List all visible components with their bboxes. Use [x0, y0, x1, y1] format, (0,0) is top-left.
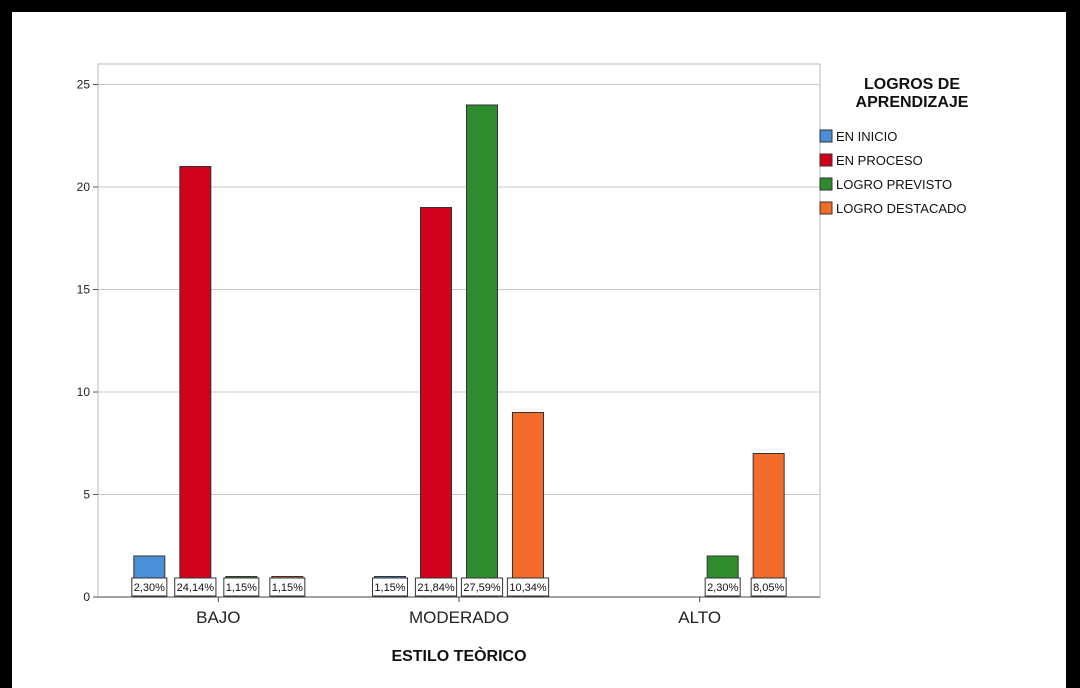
legend-swatch	[819, 129, 833, 143]
data-label: 2,30%	[134, 582, 165, 594]
legend-label: EN INICIO	[836, 129, 897, 144]
bar	[420, 207, 452, 598]
y-tick-label: 5	[83, 488, 90, 502]
legend-title: LOGROS DE	[864, 76, 960, 93]
legend-swatch	[819, 201, 833, 215]
bar	[179, 166, 212, 598]
data-label: 10,34%	[509, 582, 547, 594]
data-label: 24,14%	[177, 582, 215, 594]
data-label-box	[223, 577, 260, 597]
data-label: 1,15%	[374, 582, 405, 594]
x-tick-label: ALTO	[678, 608, 721, 627]
data-label-box	[414, 577, 458, 597]
x-axis-title: ESTILO TEÒRICO	[391, 646, 526, 665]
data-label-box	[704, 577, 741, 597]
data-label: 2,30%	[707, 582, 738, 594]
bar	[466, 104, 498, 598]
chart-frame: 0 5 10 15 20 25 BAJO 2,30% 24,14% 1,15% 1,15% MODER…	[12, 12, 1066, 688]
y-tick-label: 15	[77, 283, 91, 297]
legend-title: APRENDIZAJE	[856, 94, 969, 111]
y-tick-label: 0	[83, 590, 90, 604]
data-label-box	[750, 577, 787, 597]
y-tick-label: 10	[77, 385, 91, 399]
data-label: 27,59%	[463, 582, 501, 594]
legend-label: LOGRO PREVISTO	[836, 177, 952, 192]
data-label: 8,05%	[753, 582, 784, 594]
legend-swatch	[819, 177, 833, 191]
data-label-box	[460, 577, 504, 597]
data-label-box	[506, 577, 550, 597]
data-label-box	[131, 577, 168, 597]
data-label-box	[269, 577, 306, 597]
y-tick-label: 20	[77, 180, 91, 194]
y-tick-label: 25	[77, 78, 91, 92]
x-tick-label: BAJO	[196, 608, 240, 627]
bar-chart: 0 5 10 15 20 25 BAJO 2,30% 24,14% 1,15% 1,15% MODER…	[77, 63, 969, 665]
data-label: 21,84%	[417, 582, 455, 594]
bar	[512, 412, 544, 598]
legend-label: LOGRO DESTACADO	[836, 201, 967, 216]
bar	[752, 453, 785, 598]
data-label: 1,15%	[226, 582, 257, 594]
data-label-box	[372, 577, 408, 597]
x-tick-label: MODERADO	[409, 608, 509, 627]
legend-swatch	[819, 153, 833, 167]
data-label-box	[174, 577, 217, 597]
legend-label: EN PROCESO	[836, 153, 923, 168]
data-label: 1,15%	[272, 582, 303, 594]
